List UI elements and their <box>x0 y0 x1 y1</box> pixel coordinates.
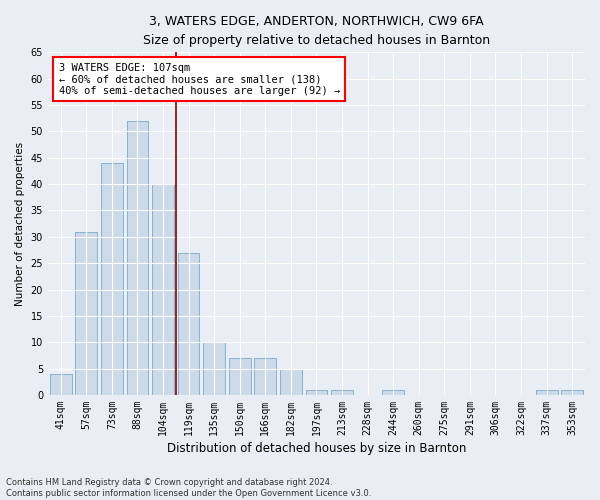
Bar <box>382 390 404 395</box>
Text: Contains HM Land Registry data © Crown copyright and database right 2024.
Contai: Contains HM Land Registry data © Crown c… <box>6 478 371 498</box>
Y-axis label: Number of detached properties: Number of detached properties <box>15 142 25 306</box>
Bar <box>76 232 97 395</box>
Bar <box>536 390 557 395</box>
Bar <box>280 368 302 395</box>
Bar <box>331 390 353 395</box>
Title: 3, WATERS EDGE, ANDERTON, NORTHWICH, CW9 6FA
Size of property relative to detach: 3, WATERS EDGE, ANDERTON, NORTHWICH, CW9… <box>143 15 490 47</box>
Bar <box>254 358 276 395</box>
X-axis label: Distribution of detached houses by size in Barnton: Distribution of detached houses by size … <box>167 442 466 455</box>
Bar <box>562 390 583 395</box>
Bar <box>229 358 251 395</box>
Bar <box>127 121 148 395</box>
Text: 3 WATERS EDGE: 107sqm
← 60% of detached houses are smaller (138)
40% of semi-det: 3 WATERS EDGE: 107sqm ← 60% of detached … <box>59 62 340 96</box>
Bar <box>50 374 71 395</box>
Bar <box>178 252 199 395</box>
Bar <box>305 390 328 395</box>
Bar <box>101 163 123 395</box>
Bar <box>152 184 174 395</box>
Bar <box>203 342 225 395</box>
